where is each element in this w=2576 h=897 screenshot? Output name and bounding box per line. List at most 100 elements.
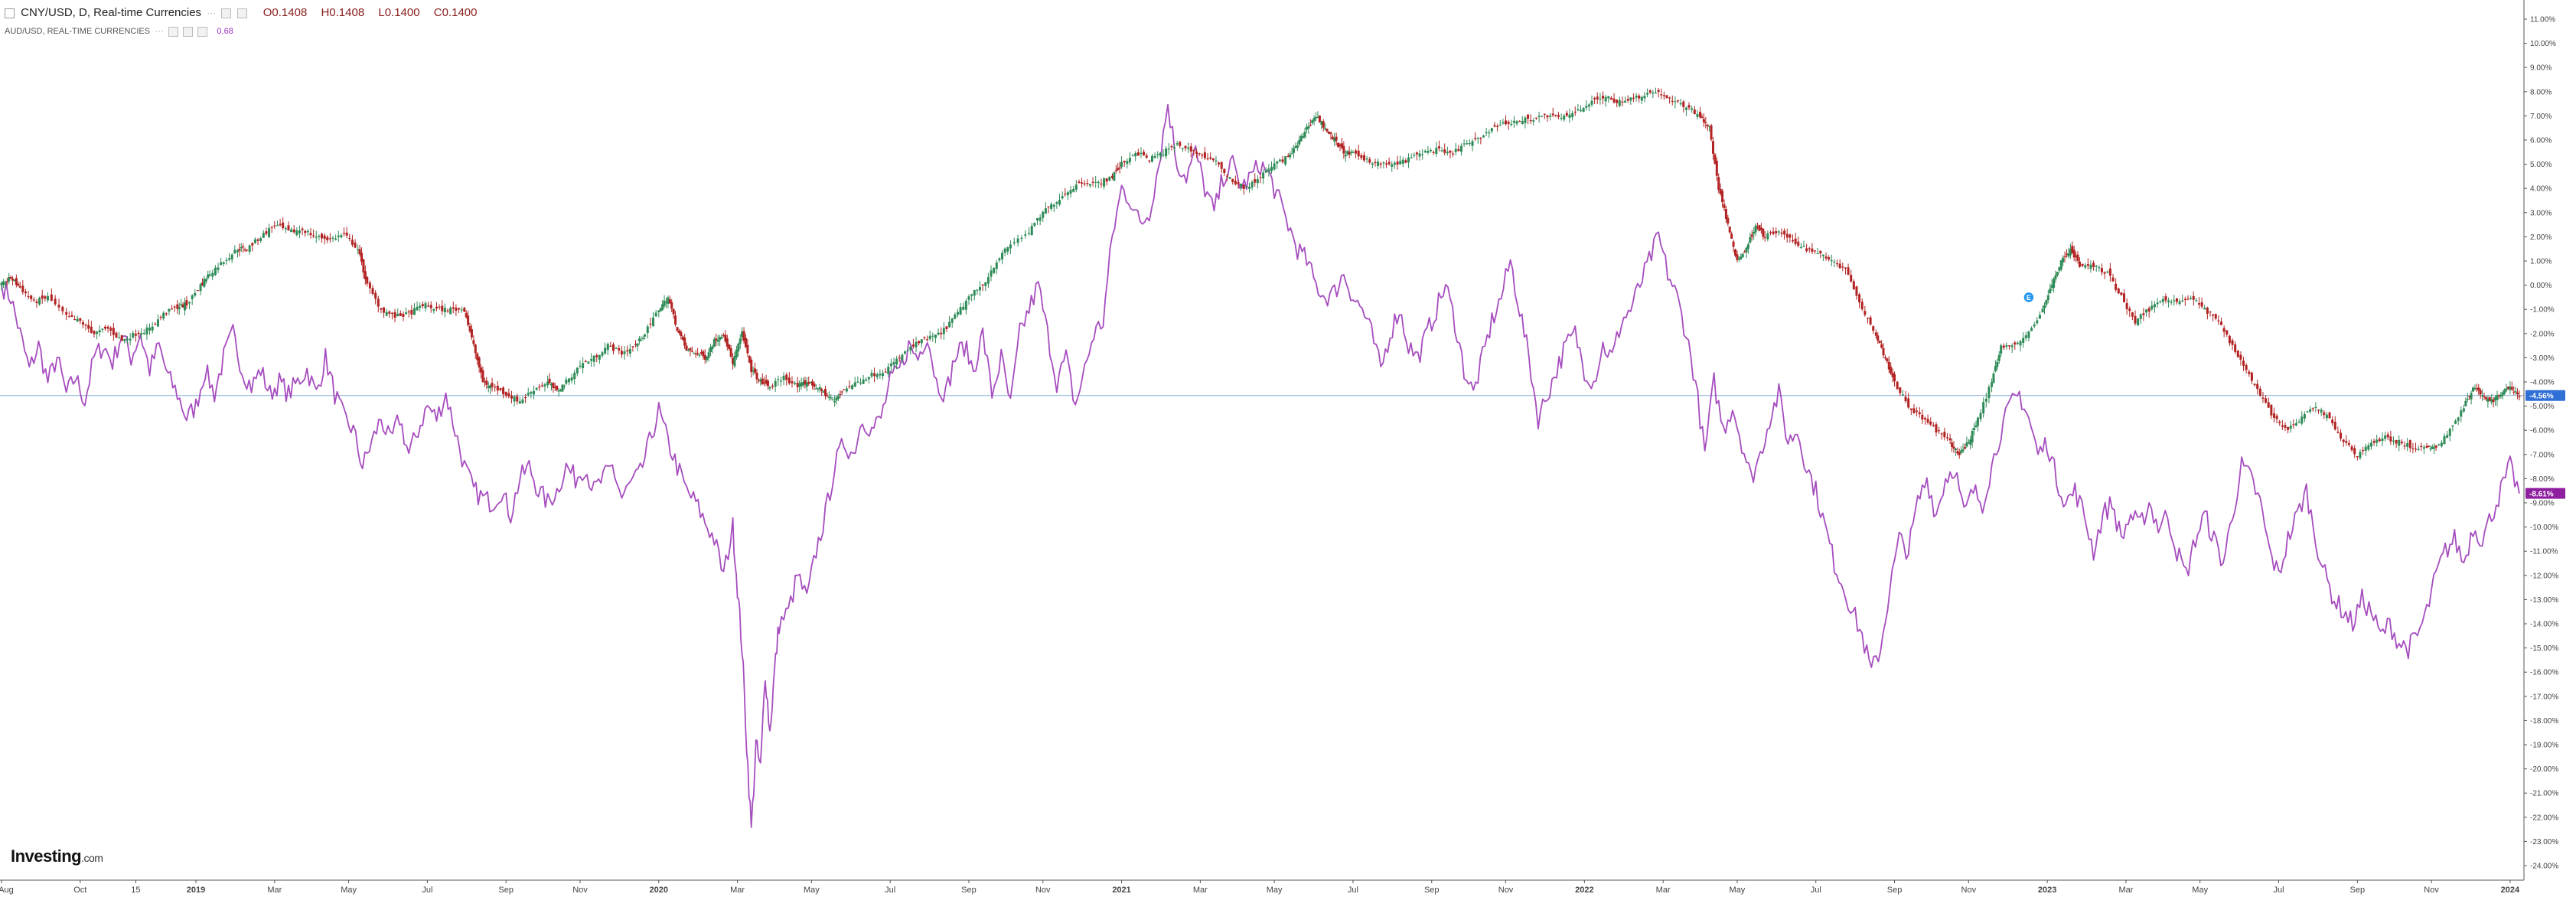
candle: [421, 301, 424, 309]
candle-body: [870, 373, 873, 377]
candle-body: [145, 328, 148, 334]
candle: [1527, 114, 1530, 125]
candle-body: [1700, 116, 1704, 119]
candle: [870, 369, 873, 379]
candle: [1952, 441, 1955, 453]
candle: [1814, 250, 1817, 254]
candle-body: [240, 247, 243, 249]
candle: [1727, 214, 1730, 227]
candle: [1643, 91, 1646, 103]
collapse-legend-icon[interactable]: [5, 8, 15, 18]
candle-body: [1006, 247, 1009, 252]
candle: [1693, 106, 1696, 115]
candle: [2460, 406, 2463, 422]
candle-body: [364, 271, 367, 279]
candle: [928, 330, 931, 341]
last-value-text: -4.56%: [2529, 393, 2554, 401]
candle: [2059, 259, 2062, 272]
candle: [604, 342, 607, 355]
candle: [1626, 95, 1629, 103]
candle-body: [1254, 179, 1257, 183]
candle-body: [1693, 109, 1696, 115]
candle: [2170, 299, 2173, 305]
candle: [1717, 173, 1720, 194]
candle: [106, 325, 109, 333]
time-axis-label: Sep: [1424, 886, 1440, 895]
candle-body: [2440, 442, 2443, 447]
candle-body: [2328, 412, 2331, 419]
candle: [1541, 115, 1544, 117]
candle-body: [2103, 272, 2106, 274]
time-axis-label: Oct: [73, 886, 86, 895]
compare-visibility-icon[interactable]: [168, 26, 179, 37]
close-value: C0.1400: [433, 6, 478, 19]
candle: [618, 344, 621, 354]
candle-body: [570, 377, 573, 381]
candle-body: [103, 326, 106, 329]
candle-body: [2153, 304, 2156, 308]
compare-remove-icon[interactable]: [197, 26, 208, 37]
candle: [2076, 251, 2079, 264]
candle-body: [1958, 452, 1961, 455]
candle-body: [2446, 435, 2449, 439]
price-axis[interactable]: 11.00%10.00%9.00%8.00%7.00%6.00%5.00%4.0…: [2523, 0, 2558, 880]
candle-body: [211, 272, 214, 277]
candle: [465, 310, 468, 319]
candle-body: [2053, 279, 2056, 288]
event-marker-layer[interactable]: E: [2023, 291, 2035, 304]
candle: [1987, 384, 1991, 404]
candle-body: [959, 307, 962, 315]
candle-body: [1479, 138, 1482, 139]
candle-body: [295, 230, 298, 236]
compare-series-legend[interactable]: AUD/USD, REAL-TIME CURRENCIES ··· 0.68: [5, 25, 233, 37]
candle-body: [1819, 250, 1822, 253]
candle: [1418, 150, 1421, 161]
candle: [2406, 438, 2409, 452]
candle-body: [732, 358, 735, 364]
price-axis-label: -9.00%: [2530, 500, 2555, 508]
candle: [898, 354, 901, 363]
candle: [2437, 443, 2441, 446]
settings-icon[interactable]: [236, 8, 247, 18]
main-series-legend[interactable]: CNY/USD, D, Real-time Currencies ··· O0.…: [5, 6, 487, 19]
candle: [1565, 110, 1568, 117]
candle-body: [2477, 387, 2480, 391]
candle-body: [2314, 406, 2317, 409]
candle-body: [1289, 154, 1292, 158]
candle-body: [287, 225, 290, 231]
visibility-toggle-icon[interactable]: [221, 8, 232, 18]
candle-body: [765, 380, 768, 384]
candle: [2320, 407, 2323, 416]
candle-body: [1935, 424, 1938, 432]
compare-more-options-icon[interactable]: ···: [155, 25, 165, 36]
candle-body: [1184, 145, 1187, 148]
time-axis[interactable]: Aug Oct 15 2019 Mar May Jul Sep Nov 2020 Mar May Jul…: [0, 879, 2524, 895]
candle: [1331, 134, 1334, 140]
candle: [1254, 173, 1257, 187]
candle: [959, 303, 962, 315]
compare-settings-icon[interactable]: [183, 26, 194, 37]
candle-body: [1114, 170, 1117, 171]
candle: [2386, 432, 2389, 441]
candle: [851, 384, 854, 390]
candle-body: [366, 276, 369, 284]
candle: [491, 377, 494, 392]
candle-body: [2488, 396, 2491, 401]
candle-body: [521, 399, 524, 403]
candle: [489, 383, 492, 395]
aud-usd-line: [1, 103, 2520, 828]
candle-body: [1674, 101, 1677, 103]
candle: [873, 367, 876, 383]
candle: [1734, 248, 1737, 258]
more-options-icon[interactable]: ···: [207, 8, 217, 18]
candle-body: [259, 238, 262, 241]
candle-body: [1696, 113, 1699, 117]
candle-body: [2433, 447, 2436, 449]
candle-body: [791, 381, 794, 383]
candle: [2378, 437, 2381, 442]
candle: [1923, 416, 1926, 425]
candle-body: [1391, 164, 1394, 167]
candle: [2030, 326, 2033, 331]
candle: [659, 307, 662, 312]
